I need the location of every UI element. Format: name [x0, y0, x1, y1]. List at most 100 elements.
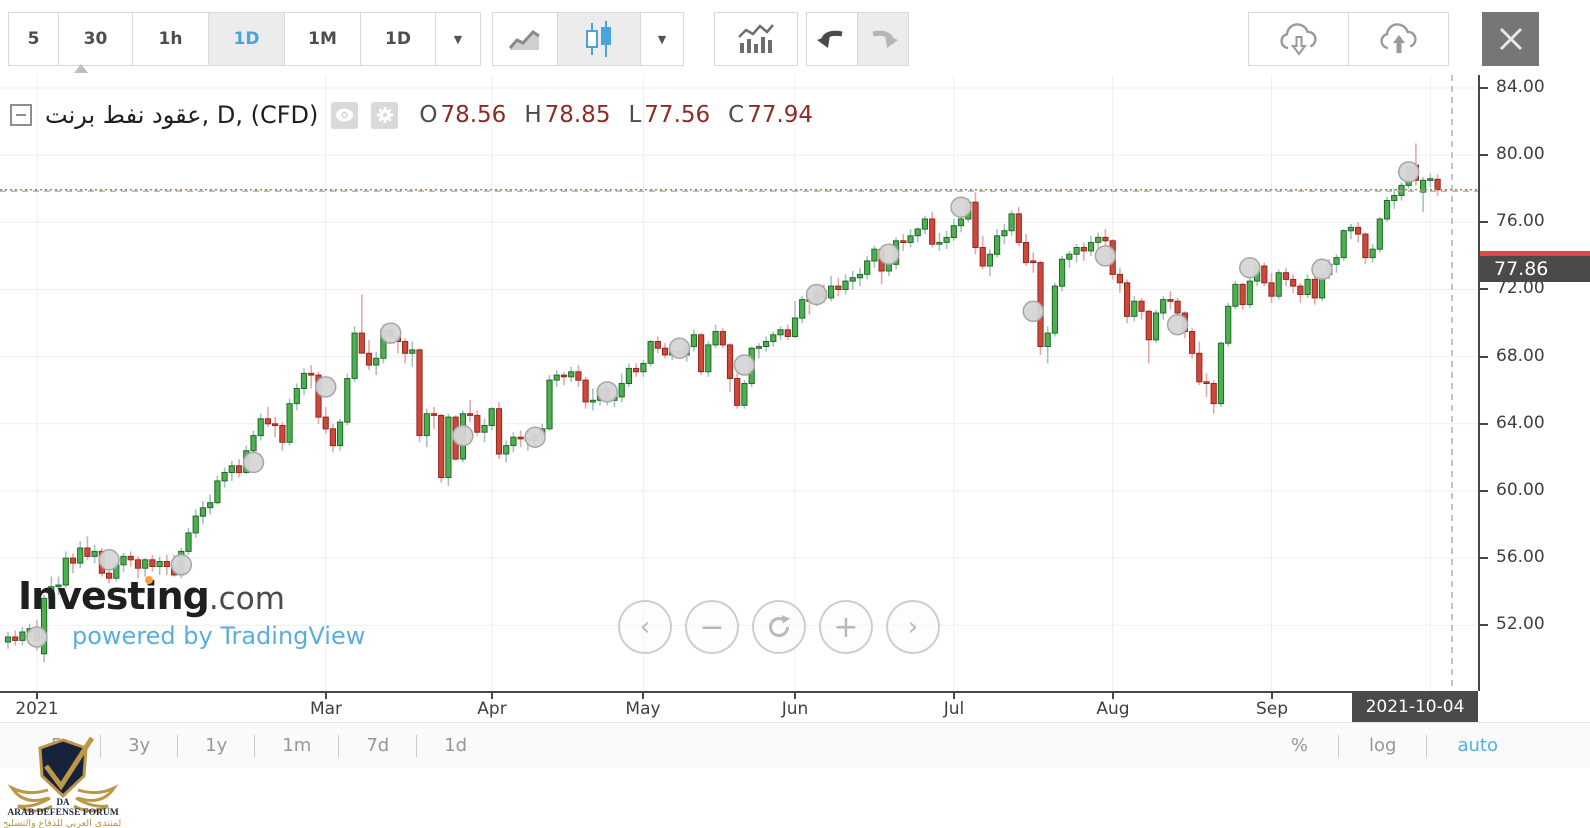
time-tick: [953, 693, 955, 699]
collapse-legend-icon[interactable]: [10, 104, 32, 126]
save-chart-button[interactable]: [1348, 12, 1449, 66]
indicators-button[interactable]: [714, 12, 798, 66]
candlestick-chart-type-button[interactable]: [557, 12, 641, 66]
range-7d-button[interactable]: 7d: [366, 735, 390, 756]
price-tick-label: 68.00: [1496, 346, 1545, 366]
cloud-upload-icon: [1379, 23, 1417, 53]
interval-1d-button-active[interactable]: 1D: [208, 12, 285, 66]
candlestick-plot[interactable]: [0, 75, 1478, 691]
price-tick: [1480, 423, 1488, 425]
range-1d-button[interactable]: 1d: [444, 735, 468, 756]
time-tick: [325, 693, 327, 699]
chart-settings-button[interactable]: [371, 101, 399, 129]
toolbar-scroll-arrow-icon[interactable]: [74, 64, 88, 73]
chart-nav-controls: ‹ − + ›: [618, 600, 940, 654]
log-scale-button[interactable]: log: [1369, 735, 1397, 756]
divider: [100, 734, 102, 757]
interval-1m-button[interactable]: 1M: [284, 12, 361, 66]
line-chart-type-button[interactable]: [492, 12, 558, 66]
zoom-out-button[interactable]: −: [685, 600, 739, 654]
time-tick-label: Aug: [1096, 699, 1130, 719]
chart-type-dropdown-caret[interactable]: ▼: [640, 12, 684, 66]
wings-icon: [7, 784, 119, 813]
price-tick: [1480, 356, 1488, 358]
load-chart-button[interactable]: [1248, 12, 1349, 66]
close-chart-button[interactable]: [1482, 12, 1539, 66]
symbol-title: عقود نفط برنت, D, (CFD): [45, 101, 319, 129]
svg-text:ARAB DEFENSE FORUM: ARAB DEFENSE FORUM: [7, 808, 118, 818]
scroll-left-button[interactable]: ‹: [618, 600, 672, 654]
price-axis[interactable]: 84.00 80.00 76.00 72.00 68.00 64.00 60.00 56.00…: [1478, 75, 1590, 691]
close-icon: [1499, 27, 1522, 51]
price-tick-label: 84.00: [1496, 77, 1545, 97]
price-tick: [1480, 490, 1488, 492]
reload-icon: [769, 615, 790, 638]
time-tick-label: Jul: [943, 699, 965, 719]
time-tick: [794, 693, 796, 699]
time-tick-label: Apr: [477, 699, 507, 719]
undo-redo-group: [806, 12, 909, 66]
interval-5-button[interactable]: 5: [8, 12, 59, 66]
time-tick: [642, 693, 644, 699]
check-swoosh-icon: [44, 736, 95, 791]
divider: [1338, 734, 1340, 757]
range-3y-button[interactable]: 3y: [128, 735, 151, 756]
price-tick-label: 64.00: [1496, 413, 1545, 433]
svg-text:المنتدى العربي للدفاع والتسليح: المنتدى العربي للدفاع والتسليح: [4, 818, 122, 828]
range-1y-button[interactable]: 1y: [205, 735, 228, 756]
toggle-visibility-button[interactable]: [331, 101, 359, 129]
redo-arrow-icon: [872, 30, 898, 48]
scale-selector: % log auto: [1261, 734, 1590, 757]
cloud-group: [1248, 12, 1449, 66]
bottom-toolbar: 5y 3y 1y 1m 7d 1d % log auto: [0, 722, 1590, 768]
candlestick-icon: [586, 21, 611, 57]
interval-30-button[interactable]: 30: [58, 12, 133, 66]
arab-defense-forum-logo: DA ARAB DEFENSE FORUM المنتدى العربي للد…: [2, 732, 124, 828]
time-tick: [1271, 693, 1273, 699]
interval-1h-button[interactable]: 1h: [132, 12, 209, 66]
chart-type-group: ▼: [492, 12, 684, 66]
indicators-icon: [738, 24, 774, 53]
interval-custom-button[interactable]: 1D: [360, 12, 436, 66]
price-tick-label: 60.00: [1496, 480, 1545, 500]
price-tick-label: 72.00: [1496, 278, 1545, 298]
area-chart-icon: [508, 30, 540, 50]
percent-scale-button[interactable]: %: [1290, 735, 1309, 756]
divider: [338, 734, 340, 757]
time-tick-label: 2021: [15, 699, 59, 719]
time-tick: [1112, 693, 1114, 699]
eye-icon: [336, 108, 354, 122]
zoom-in-button[interactable]: +: [819, 600, 873, 654]
undo-button[interactable]: [806, 12, 858, 66]
range-1m-button[interactable]: 1m: [282, 735, 312, 756]
crosshair-price-badge: 77.86: [1480, 251, 1590, 282]
reset-zoom-button[interactable]: [752, 600, 806, 654]
svg-text:DA: DA: [57, 797, 70, 807]
redo-button[interactable]: [857, 12, 909, 66]
crosshair-date-badge: 2021-10-04: [1352, 691, 1478, 723]
cloud-download-icon: [1279, 23, 1317, 56]
divider: [177, 734, 179, 757]
gear-icon: [376, 107, 393, 123]
price-tick-label: 76.00: [1496, 211, 1545, 231]
price-tick: [1480, 557, 1488, 559]
price-tick: [1480, 624, 1488, 626]
undo-arrow-icon: [817, 30, 843, 48]
time-tick: [36, 693, 38, 699]
divider: [1426, 734, 1428, 757]
scroll-right-button[interactable]: ›: [886, 600, 940, 654]
time-tick-label: Sep: [1255, 699, 1289, 719]
time-tick: [491, 693, 493, 699]
indicators-group: [714, 12, 798, 66]
divider: [416, 734, 418, 757]
ohlc-readout: O 78.56 H 78.85 L 77.56 C 77.94: [419, 102, 814, 128]
divider: [254, 734, 256, 757]
time-tick-label: Jun: [781, 699, 809, 719]
price-tick: [1480, 154, 1488, 156]
auto-scale-button[interactable]: auto: [1457, 735, 1498, 756]
time-axis[interactable]: 2021 Mar Apr May Jun Jul Aug Sep 2021-10-04: [0, 691, 1478, 723]
interval-dropdown-caret[interactable]: ▼: [435, 12, 481, 66]
price-tick: [1480, 288, 1488, 290]
